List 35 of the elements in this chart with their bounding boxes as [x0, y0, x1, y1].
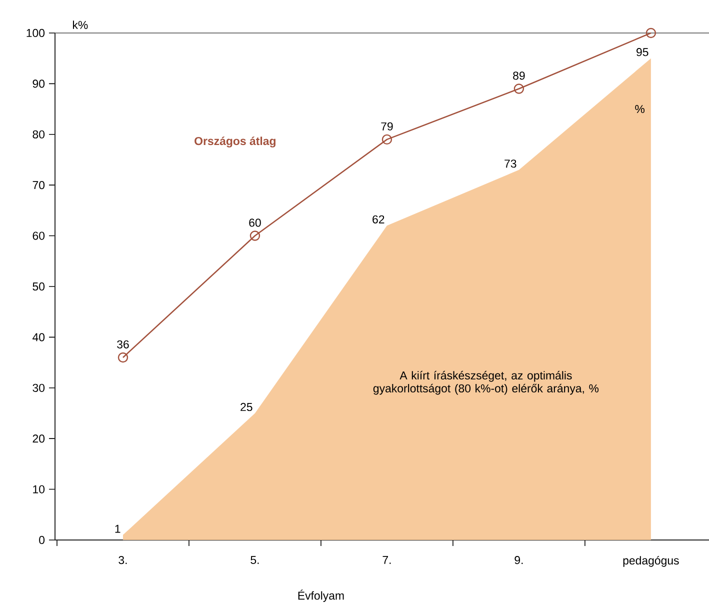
x-tick-label: pedagógus [623, 556, 679, 567]
series-label: A kiírt íráskészséget, az optimális gyakorlottságot (80 k%-ot) elérők aránya, % [373, 370, 599, 395]
data-label: 60 [249, 218, 261, 227]
y-tick-label: 0 [39, 536, 45, 544]
annotation: % [635, 105, 645, 114]
data-label: 1 [115, 524, 120, 533]
data-label: 95 [636, 48, 648, 56]
x-tick-label: 7. [382, 556, 391, 564]
point [382, 134, 392, 145]
y-tick-label: 10 [33, 485, 45, 494]
data-label: 73 [504, 160, 516, 168]
data-label: 89 [513, 72, 525, 80]
point [250, 230, 260, 241]
y-tick-label: 30 [32, 384, 45, 392]
y-tick-label: 40 [32, 333, 45, 342]
text: Országos átlag [194, 136, 276, 148]
data-label: 79 [381, 122, 393, 130]
data-label: 36 [117, 340, 129, 348]
y-tick-label: 100 [26, 28, 45, 38]
x-tick-label: 3. [118, 556, 127, 564]
y-tick-label: 20 [32, 434, 45, 443]
data-label: 25 [240, 402, 252, 412]
x-axis-title: Évfolyam [298, 590, 344, 602]
data-label: 62 [372, 215, 384, 224]
point [118, 352, 128, 363]
point [646, 28, 656, 38]
x-tick-label: 5. [250, 556, 259, 564]
y-tick-label: 50 [32, 282, 45, 291]
y-tick-label: 60 [32, 232, 45, 240]
point [514, 84, 524, 94]
y-axis-title: k% [72, 20, 88, 29]
y-tick-label: 80 [32, 130, 45, 138]
y-tick-label: 70 [32, 181, 45, 190]
y-tick-label: 90 [32, 80, 45, 88]
x-tick-label: 9. [514, 556, 523, 564]
